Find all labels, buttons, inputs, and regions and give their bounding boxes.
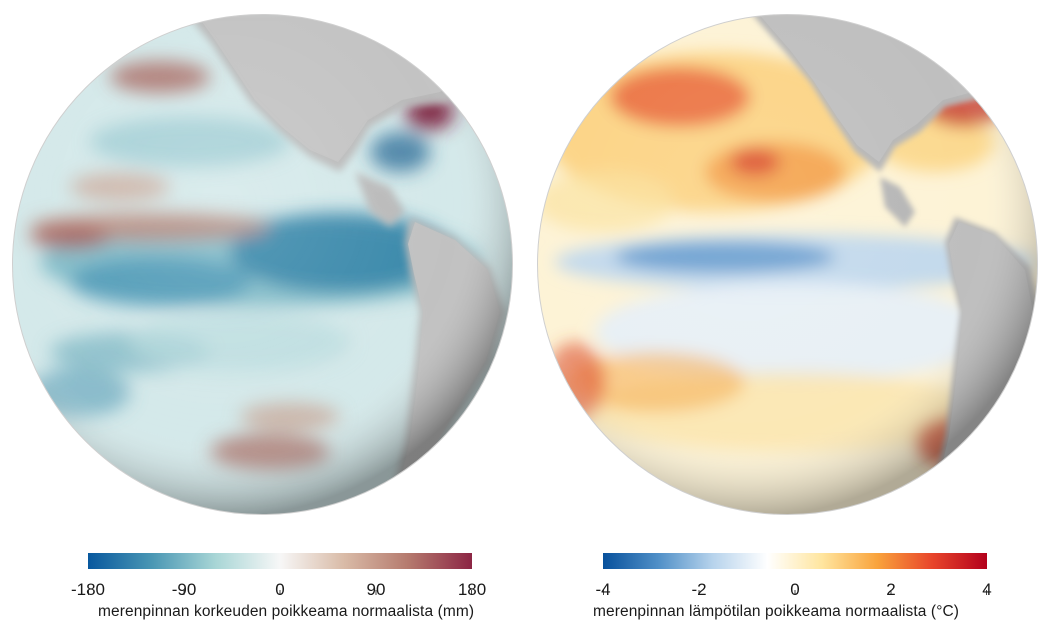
sea-level-tick-marks — [88, 590, 472, 595]
sea-temperature-anomaly-globe — [537, 14, 1038, 515]
sea-temperature-tick: 4 — [982, 580, 992, 599]
sea-temperature-colorbar — [603, 553, 987, 569]
sea-level-tick: 0 — [275, 580, 285, 599]
sea-level-panel: -180 -90 0 90 180 merenpinnan korkeuden … — [12, 14, 513, 620]
sea-level-tick-row: -180 -90 0 90 180 — [71, 574, 486, 599]
sea-level-tick: 90 — [366, 580, 386, 599]
sea-level-legend: -180 -90 0 90 180 merenpinnan korkeuden … — [71, 553, 486, 620]
sea-level-legend-title: merenpinnan korkeuden poikkeama normaali… — [98, 603, 475, 620]
sea-level-tick: -90 — [171, 580, 197, 599]
sea-temperature-legend: -4 -2 0 2 4 merenpinnan lämpötilan poikk… — [593, 553, 992, 620]
sea-temperature-tick-row: -4 -2 0 2 4 — [595, 574, 991, 599]
sea-temperature-tick: -4 — [595, 580, 611, 599]
sea-temperature-tick: 2 — [886, 580, 896, 599]
sea-level-tick: 180 — [457, 580, 487, 599]
sea-temperature-tick: 0 — [790, 580, 800, 599]
sea-temperature-legend-title: merenpinnan lämpötilan poikkeama normaal… — [593, 603, 960, 620]
sea-temperature-tick-marks — [603, 590, 987, 595]
sea-temperature-tick: -2 — [691, 580, 707, 599]
sea-level-tick: -180 — [70, 580, 106, 599]
sea-level-anomaly-globe — [12, 14, 513, 515]
sea-temperature-panel: -4 -2 0 2 4 merenpinnan lämpötilan poikk… — [525, 0, 1050, 641]
sea-level-colorbar — [88, 553, 472, 569]
